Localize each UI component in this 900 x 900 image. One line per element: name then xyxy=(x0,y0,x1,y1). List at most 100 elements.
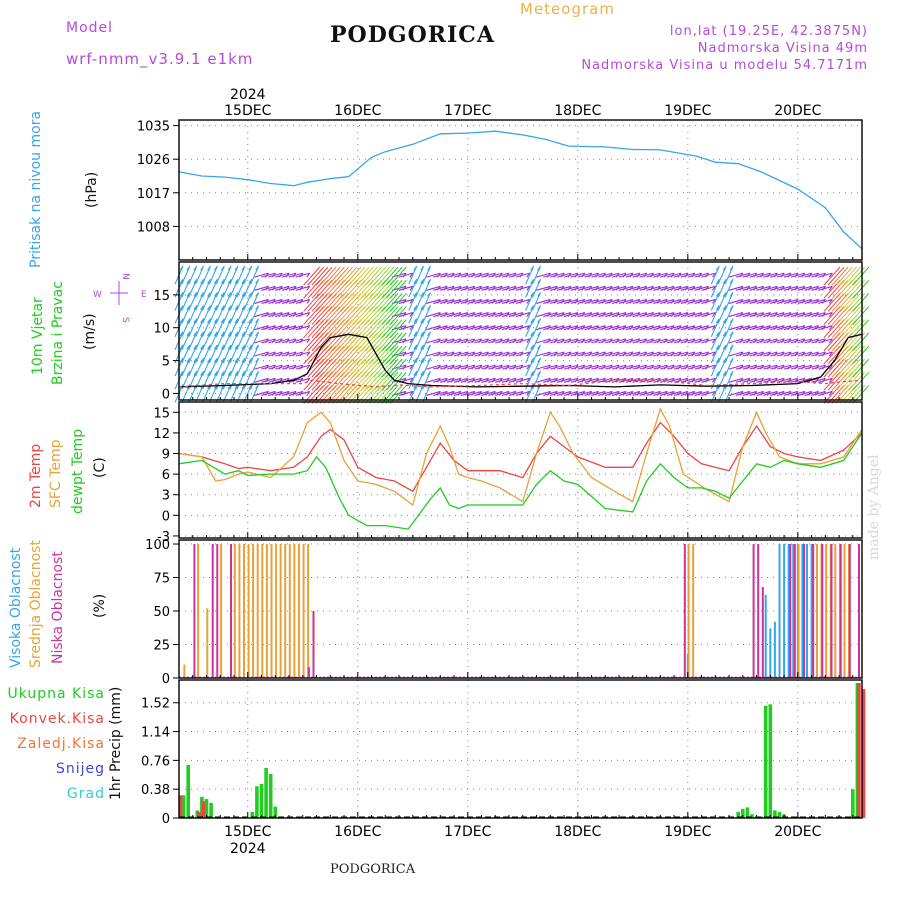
wind-barb xyxy=(188,331,198,351)
wind-barb-strong xyxy=(827,332,845,352)
wind-barb xyxy=(694,351,709,357)
wind-barb-flag xyxy=(530,278,535,284)
wind-barb xyxy=(694,390,709,396)
wind-barb-strong xyxy=(365,371,382,391)
wind-barb-flag xyxy=(526,272,531,278)
wind-barb-strong xyxy=(377,332,395,352)
cloud-bar xyxy=(687,544,690,678)
wind-barb xyxy=(763,364,778,370)
wind-barb xyxy=(653,272,668,278)
wind-barb xyxy=(811,338,826,344)
wind-barb xyxy=(488,312,503,318)
wind-barb xyxy=(756,298,771,304)
wind-barb xyxy=(717,344,727,364)
wind-barb-flag xyxy=(427,344,431,350)
cloud-bar xyxy=(275,544,278,678)
wind-barb xyxy=(790,312,805,318)
wind-barb xyxy=(804,364,819,370)
wind-barb xyxy=(790,325,805,331)
wind-barb xyxy=(584,338,599,344)
wind-barb-flag xyxy=(227,305,232,310)
precip-bar xyxy=(773,810,777,818)
wind-barb xyxy=(281,298,297,304)
temp-ytick-label: 12 xyxy=(153,427,170,442)
wind-barb-flag xyxy=(306,285,311,291)
wind-barb-strong xyxy=(840,266,857,286)
wind-barb-flag xyxy=(193,357,198,363)
wind-barb xyxy=(804,351,819,357)
wind-barb-flag xyxy=(427,331,431,337)
wind-barb xyxy=(261,377,276,383)
wind-barb xyxy=(295,312,310,318)
wind-barb xyxy=(525,279,535,298)
wind-barb-flag xyxy=(537,265,541,271)
wind-barb xyxy=(188,318,198,337)
wind-barb xyxy=(763,390,778,396)
wind-barb xyxy=(408,371,418,390)
wind-barb xyxy=(742,338,757,344)
wind-barb xyxy=(274,351,290,357)
wind-barb-strong xyxy=(844,358,861,378)
wind-barb xyxy=(446,351,462,357)
wind-barb xyxy=(611,272,627,278)
wind-barb xyxy=(188,292,198,311)
wind-barb xyxy=(254,325,269,331)
wind-barb xyxy=(625,390,640,396)
wind-barb xyxy=(222,357,232,377)
wind-barb xyxy=(202,331,212,351)
wind-barb xyxy=(440,377,455,383)
wind-barb-strong xyxy=(369,371,387,391)
wind-barb-strong xyxy=(827,293,845,312)
compass-east: E xyxy=(141,290,147,300)
wind-barb-strong xyxy=(377,306,395,325)
wind-barb xyxy=(694,272,709,278)
wind-barb-flag xyxy=(200,370,205,376)
cloud-bar xyxy=(197,544,200,678)
wind-barb-strong xyxy=(381,279,399,299)
wind-barb-strong xyxy=(319,319,337,339)
wind-barb xyxy=(295,377,310,383)
wind-barb-flag xyxy=(413,318,418,324)
wind-barb xyxy=(605,285,620,291)
wind-barb xyxy=(250,344,260,364)
top-day-label: 19DEC xyxy=(664,103,711,119)
wind-barb-strong xyxy=(852,266,870,286)
wind-barb xyxy=(261,390,276,396)
wind-barb xyxy=(577,298,592,304)
wind-barb-strong xyxy=(323,293,341,312)
wind-barb-strong xyxy=(365,279,382,299)
wind-barb xyxy=(229,331,239,351)
wind-barb-strong xyxy=(323,279,341,299)
wind-barb-strong xyxy=(332,306,349,325)
wind-barb xyxy=(790,298,805,304)
wind-barb-flag xyxy=(828,364,833,370)
wind-barb-strong xyxy=(315,345,333,365)
wind-barb-strong xyxy=(381,332,399,352)
wind-barb xyxy=(440,285,455,291)
wind-barb-strong xyxy=(323,266,341,286)
bottom-day-label: 16DEC xyxy=(334,824,381,840)
wind-barb xyxy=(501,272,517,278)
wind-barb xyxy=(532,318,542,337)
wind-barb xyxy=(415,292,425,311)
wind-barb xyxy=(783,272,799,278)
temp-series-line xyxy=(178,407,863,507)
wind-barb xyxy=(236,318,246,337)
wind-barb-flag xyxy=(420,357,425,363)
wind-unit: (m/s) xyxy=(82,313,98,350)
wind-barb xyxy=(804,272,819,278)
wind-barb xyxy=(181,344,191,364)
temp-label-2m: 2m Temp xyxy=(28,443,44,508)
wind-barb-strong xyxy=(823,332,841,352)
wind-barb-strong xyxy=(356,293,374,312)
temp-ytick-label: -3 xyxy=(157,530,170,545)
wind-barb-flag xyxy=(179,357,184,363)
precip-frame xyxy=(178,679,863,819)
wind-barb xyxy=(543,377,558,383)
wind-barb xyxy=(653,390,668,396)
wind-barb-strong xyxy=(307,293,325,312)
wind-barb xyxy=(460,285,475,291)
wind-barb xyxy=(818,272,833,278)
wind-barb xyxy=(426,364,441,370)
precip-bar xyxy=(273,806,278,818)
